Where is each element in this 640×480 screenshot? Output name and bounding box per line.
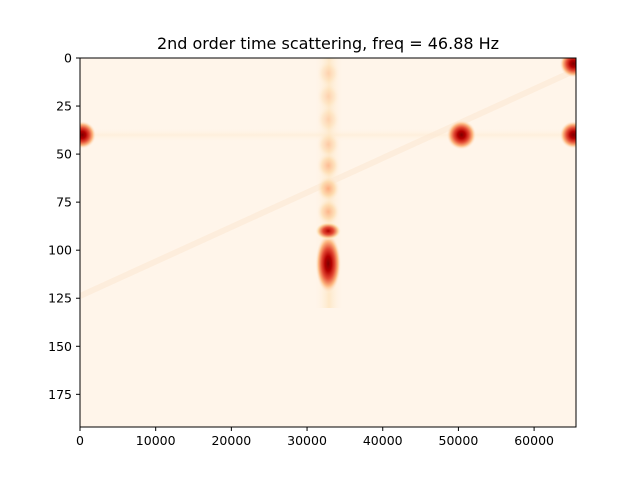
x-tick-label: 60000	[514, 433, 554, 448]
hotspot-layer	[80, 58, 576, 294]
plot-frame	[79, 57, 577, 428]
plot-area	[80, 58, 576, 427]
y-tick-label: 175	[48, 387, 72, 402]
x-tick-label: 20000	[211, 433, 251, 448]
y-tick-label: 100	[48, 243, 72, 258]
y-tick-label: 150	[48, 339, 72, 354]
heatmap-hotspot	[559, 120, 576, 149]
heatmap-hotspot	[559, 58, 576, 78]
y-tick-label: 75	[56, 195, 72, 210]
chart-title: 2nd order time scattering, freq = 46.88 …	[157, 34, 499, 53]
x-axis: 0 10000 20000 30000 40000 50000 60000	[76, 427, 554, 448]
heatmap-hotspot	[316, 60, 341, 87]
x-tick-label: 30000	[287, 433, 327, 448]
heatmap-hotspot	[316, 152, 341, 179]
heatmap-hotspot	[315, 221, 342, 240]
heatmap-hotspot	[80, 120, 97, 149]
heatmap-hotspot	[446, 119, 477, 150]
y-tick-label: 0	[64, 51, 72, 66]
heatmap-hotspot	[316, 106, 341, 133]
heatmap-hotspot	[316, 131, 341, 158]
y-tick-label: 25	[56, 99, 72, 114]
y-tick-label: 50	[56, 147, 72, 162]
heatmap-hotspot	[316, 175, 341, 202]
x-tick-label: 0	[76, 433, 84, 448]
y-axis: 0 25 50 75 100 125 150 175	[48, 51, 80, 402]
x-tick-label: 10000	[136, 433, 176, 448]
x-tick-label: 50000	[439, 433, 479, 448]
heatmap-hotspot	[315, 233, 342, 294]
heatmap-hotspot	[316, 198, 341, 225]
y-tick-label: 125	[48, 291, 72, 306]
x-tick-label: 40000	[363, 433, 403, 448]
heatmap-hotspot	[316, 83, 341, 110]
